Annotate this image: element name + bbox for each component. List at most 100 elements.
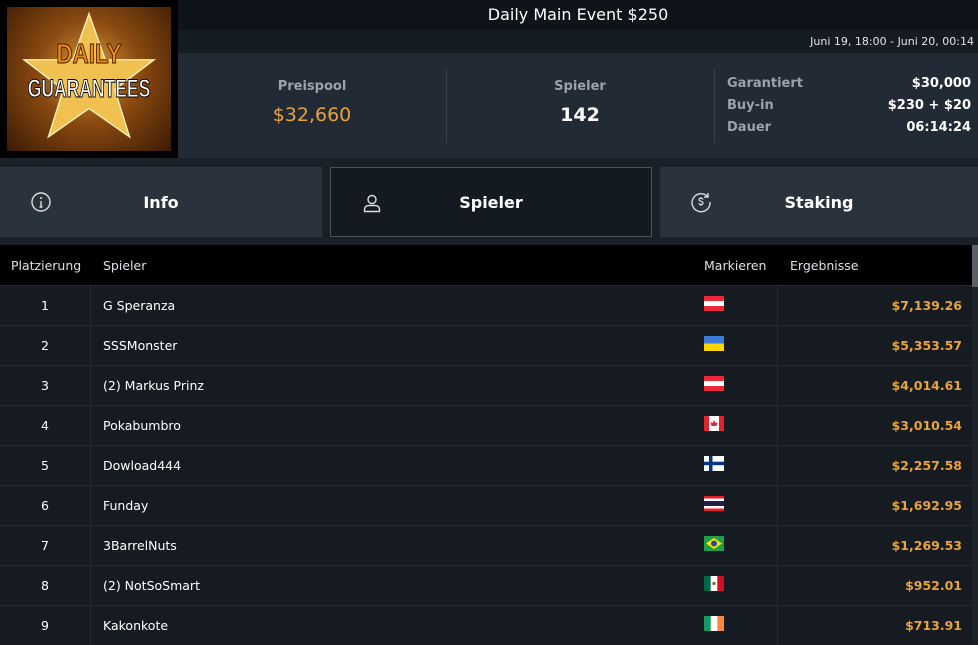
detail-value: 06:14:24 — [906, 120, 971, 135]
detail-label: Dauer — [727, 120, 772, 135]
flag-ukraine-icon — [704, 336, 724, 351]
header-placement[interactable]: Platzierung — [11, 258, 82, 273]
tab-staking[interactable]: Staking — [660, 167, 978, 237]
column-divider — [90, 406, 91, 445]
placement: 2 — [41, 338, 49, 353]
flag-thailand-icon — [704, 496, 724, 511]
prizepool-stat: Preispool $32,660 — [178, 53, 446, 158]
placement: 8 — [41, 578, 49, 593]
player-name[interactable]: (2) NotSoSmart — [103, 578, 200, 593]
column-divider — [777, 286, 778, 325]
table-row[interactable]: 9 Kakonkote $713.91 — [0, 605, 972, 645]
details-list: Garantiert $30,000 Buy-in $230 + $20 Dauer… — [727, 73, 971, 139]
player-name[interactable]: G Speranza — [103, 298, 176, 313]
column-divider — [90, 326, 91, 365]
tournament-title: Daily Main Event $250 — [178, 0, 978, 30]
player-name[interactable]: (2) Markus Prinz — [103, 378, 204, 393]
detail-duration: Dauer 06:14:24 — [727, 117, 971, 139]
stats-panel: Preispool $32,660 Spieler 142 Garantiert… — [178, 53, 978, 158]
tournament-logo: DAILY GUARANTEES — [0, 0, 178, 158]
column-divider — [90, 446, 91, 485]
tab-label: Staking — [784, 192, 854, 212]
table-row[interactable]: 5 Dowload444 $2,257.58 — [0, 445, 972, 485]
prizepool-value: $32,660 — [272, 104, 352, 126]
column-divider — [777, 566, 778, 605]
placement: 9 — [41, 618, 49, 633]
table-row[interactable]: 3 (2) Markus Prinz $4,014.61 — [0, 365, 972, 405]
flag-austria-icon — [704, 376, 724, 391]
dollar-cycle-icon — [691, 193, 711, 213]
column-divider — [777, 406, 778, 445]
info-icon — [31, 192, 51, 212]
detail-guaranteed: Garantiert $30,000 — [727, 73, 971, 95]
logo-text-daily: DAILY — [56, 38, 122, 69]
flag-brazil-icon — [704, 536, 724, 551]
detail-value: $30,000 — [911, 76, 971, 91]
tab-info[interactable]: Info — [0, 167, 322, 237]
column-divider — [777, 446, 778, 485]
header-player[interactable]: Spieler — [103, 258, 147, 273]
scrollbar-thumb[interactable] — [972, 245, 978, 287]
result-amount: $1,692.95 — [891, 498, 962, 513]
players-stat: Spieler 142 — [446, 53, 714, 158]
date-range: Juni 19, 18:00 - Juni 20, 00:14 — [178, 30, 978, 53]
star-icon — [21, 11, 157, 139]
table-row[interactable]: 6 Funday $1,692.95 — [0, 485, 972, 525]
player-name[interactable]: Funday — [103, 498, 149, 513]
table-row[interactable]: 2 SSSMonster $5,353.57 — [0, 325, 972, 365]
detail-buyin: Buy-in $230 + $20 — [727, 95, 971, 117]
flag-ireland-icon — [704, 616, 724, 631]
scrollbar[interactable] — [972, 245, 978, 639]
flag-canada-icon — [704, 416, 724, 431]
tab-label: Spieler — [459, 192, 523, 212]
detail-label: Garantiert — [727, 76, 803, 91]
result-amount: $1,269.53 — [891, 538, 962, 553]
result-amount: $952.01 — [905, 578, 962, 593]
column-divider — [90, 286, 91, 325]
result-amount: $4,014.61 — [891, 378, 962, 393]
players-value: 142 — [560, 104, 600, 126]
user-icon — [363, 194, 381, 213]
header-mark[interactable]: Markieren — [704, 258, 767, 273]
placement: 6 — [41, 498, 49, 513]
result-amount: $7,139.26 — [891, 298, 962, 313]
column-divider — [777, 486, 778, 525]
detail-value: $230 + $20 — [887, 98, 971, 113]
header-results[interactable]: Ergebnisse — [790, 258, 859, 273]
result-amount: $5,353.57 — [891, 338, 962, 353]
table-row[interactable]: 4 Pokabumbro $3,010.54 — [0, 405, 972, 445]
column-divider — [90, 566, 91, 605]
placement: 4 — [41, 418, 49, 433]
column-divider — [777, 526, 778, 565]
player-name[interactable]: Kakonkote — [103, 618, 169, 633]
prizepool-label: Preispool — [277, 79, 347, 94]
tab-label: Info — [143, 192, 179, 212]
column-divider — [777, 326, 778, 365]
table-row[interactable]: 8 (2) NotSoSmart $952.01 — [0, 565, 972, 605]
player-name[interactable]: 3BarrelNuts — [103, 538, 177, 553]
divider — [714, 69, 715, 143]
flag-austria-icon — [704, 296, 724, 311]
detail-label: Buy-in — [727, 98, 774, 113]
player-name[interactable]: Pokabumbro — [103, 418, 181, 433]
table-row[interactable]: 1 G Speranza $7,139.26 — [0, 285, 972, 325]
flag-finland-icon — [704, 456, 724, 471]
column-divider — [777, 606, 778, 645]
result-amount: $713.91 — [905, 618, 962, 633]
placement: 7 — [41, 538, 49, 553]
table-row[interactable]: 7 3BarrelNuts $1,269.53 — [0, 525, 972, 565]
column-divider — [90, 486, 91, 525]
column-divider — [90, 526, 91, 565]
player-name[interactable]: SSSMonster — [103, 338, 178, 353]
divider — [446, 69, 447, 143]
column-divider — [90, 366, 91, 405]
table-header: Platzierung Spieler Markieren Ergebnisse — [0, 245, 972, 285]
flag-mexico-icon — [704, 576, 724, 591]
player-name[interactable]: Dowload444 — [103, 458, 182, 473]
placement: 1 — [41, 298, 49, 313]
column-divider — [777, 366, 778, 405]
players-label: Spieler — [554, 79, 606, 94]
placement: 3 — [41, 378, 49, 393]
placement: 5 — [41, 458, 49, 473]
tab-players[interactable]: Spieler — [330, 167, 652, 237]
